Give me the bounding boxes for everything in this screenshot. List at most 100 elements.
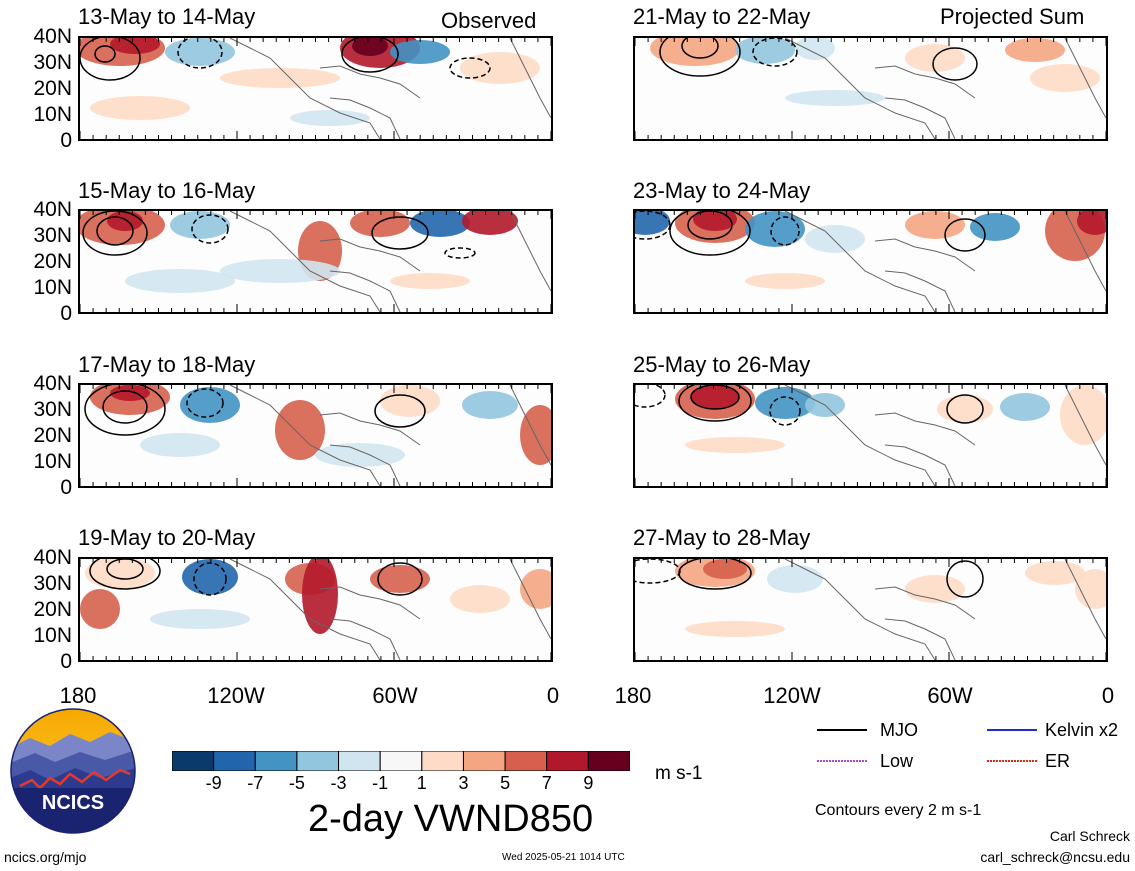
anomaly-blob <box>735 38 795 64</box>
mjo-contour <box>659 38 741 77</box>
lat-tick-panel1-0: 40N <box>33 25 72 48</box>
lat-tick-panel2-2: 20N <box>33 250 72 273</box>
lat-tick-panel2-3: 10N <box>33 276 72 299</box>
footer-author: Carl Schreck <box>1049 828 1130 844</box>
mjo-contour <box>690 385 740 410</box>
map-canvas <box>635 38 1106 139</box>
low-legend-line <box>817 760 867 762</box>
coastline <box>1064 211 1106 292</box>
mjo-contour <box>89 559 161 590</box>
coastline <box>884 270 956 312</box>
coastline <box>874 65 976 99</box>
anomaly-blob <box>170 211 230 239</box>
anomaly-blob <box>635 211 670 235</box>
footer-url: ncics.org/mjo <box>4 849 87 865</box>
anomaly-blob <box>220 259 340 283</box>
anomaly-blob <box>685 437 785 453</box>
anomaly-blob <box>110 385 150 401</box>
mjo-contour <box>449 57 491 79</box>
colorbar-bin-5 <box>379 751 423 771</box>
lat-tick-panel2-1: 30N <box>33 224 72 247</box>
colorbar-tick-8: 7 <box>541 773 552 793</box>
mjo-contour <box>635 211 671 240</box>
mjo-contour <box>635 559 681 584</box>
mjo-contour <box>341 38 399 73</box>
lat-tick-panel3-1: 30N <box>33 398 72 421</box>
anomaly-blob <box>275 400 325 460</box>
anomaly-blob <box>805 225 865 253</box>
coastline <box>329 444 401 486</box>
panel-title-left-3: 17-May to 18-May <box>78 352 256 377</box>
footer-email: carl_schreck@ncsu.edu <box>980 849 1130 865</box>
lon-tick-right-60w: 60W <box>927 683 973 708</box>
anomaly-blob <box>905 211 965 239</box>
anomaly-blob <box>410 211 470 237</box>
coastline <box>784 38 936 139</box>
colorbar-bin-0 <box>172 751 215 771</box>
anomaly-blob <box>85 559 155 589</box>
colorbar-tick-5: 1 <box>416 773 427 793</box>
coastline <box>319 238 421 272</box>
coastline <box>874 238 976 272</box>
colorbar-bin-1 <box>213 751 256 771</box>
colorbar-bin-3 <box>296 751 340 771</box>
anomaly-blob <box>795 38 835 60</box>
colorbar-bin-10 <box>587 751 630 771</box>
panel-title-left-2: 15-May to 16-May <box>78 178 256 203</box>
anomaly-blob <box>745 273 825 289</box>
anomaly-blob <box>703 559 747 579</box>
panel-title-left-1: 13-May to 14-May <box>78 4 256 29</box>
anomaly-blob <box>370 565 430 593</box>
map-canvas <box>80 211 551 312</box>
low-legend-label: Low <box>880 751 914 771</box>
anomaly-blob <box>1075 569 1106 609</box>
colorbar-bin-8 <box>504 751 548 771</box>
panel-title-right-2: 23-May to 24-May <box>633 178 811 203</box>
mjo-contour <box>80 38 141 81</box>
colorbar-tick-3: -3 <box>330 773 347 793</box>
anomaly-blob <box>390 273 470 289</box>
colorbar <box>172 751 630 771</box>
anomaly-blob <box>1077 211 1106 235</box>
map-panel-left-2 <box>78 209 553 314</box>
anomaly-blob <box>460 52 540 84</box>
map-panel-left-3 <box>78 383 553 488</box>
coastline <box>1064 559 1106 640</box>
anomaly-blob <box>450 585 510 613</box>
main-title: 2-day VWND850 <box>308 798 594 840</box>
anomaly-blob <box>1030 64 1100 92</box>
colorbar-tick-9: 9 <box>583 773 594 793</box>
mjo-legend-line <box>817 729 867 731</box>
coastline <box>329 618 401 660</box>
coastline <box>509 38 551 119</box>
map-panel-right-1 <box>633 36 1108 141</box>
mjo-legend-label: MJO <box>880 720 918 740</box>
colorbar-bin-9 <box>546 751 589 771</box>
map-canvas <box>635 211 1106 312</box>
map-canvas <box>635 385 1106 486</box>
mjo-contour <box>96 216 134 246</box>
colorbar-bin-7 <box>462 751 506 771</box>
mjo-contour <box>102 390 148 424</box>
lat-tick-panel3-4: 0 <box>60 476 72 499</box>
anomaly-blob <box>767 565 823 593</box>
coastline <box>784 211 936 312</box>
lat-tick-panel1-4: 0 <box>60 129 72 152</box>
anomaly-blob <box>182 559 238 595</box>
anomaly-blob <box>315 443 405 467</box>
mjo-contour <box>377 562 423 596</box>
anomaly-blob <box>1025 561 1085 585</box>
lat-tick-panel1-3: 10N <box>33 103 72 126</box>
lat-tick-panel2-0: 40N <box>33 198 72 221</box>
coastline <box>229 385 381 486</box>
panel-title-right-1: 21-May to 22-May <box>633 4 811 29</box>
coastline <box>884 618 956 660</box>
anomaly-blob <box>520 569 551 609</box>
mjo-contour <box>193 562 227 596</box>
coastline <box>874 412 976 446</box>
coastline <box>1064 385 1106 466</box>
coastline <box>229 559 381 660</box>
coastline <box>884 97 956 139</box>
colorbar-tick-6: 3 <box>458 773 469 793</box>
anomaly-blob <box>352 38 388 56</box>
